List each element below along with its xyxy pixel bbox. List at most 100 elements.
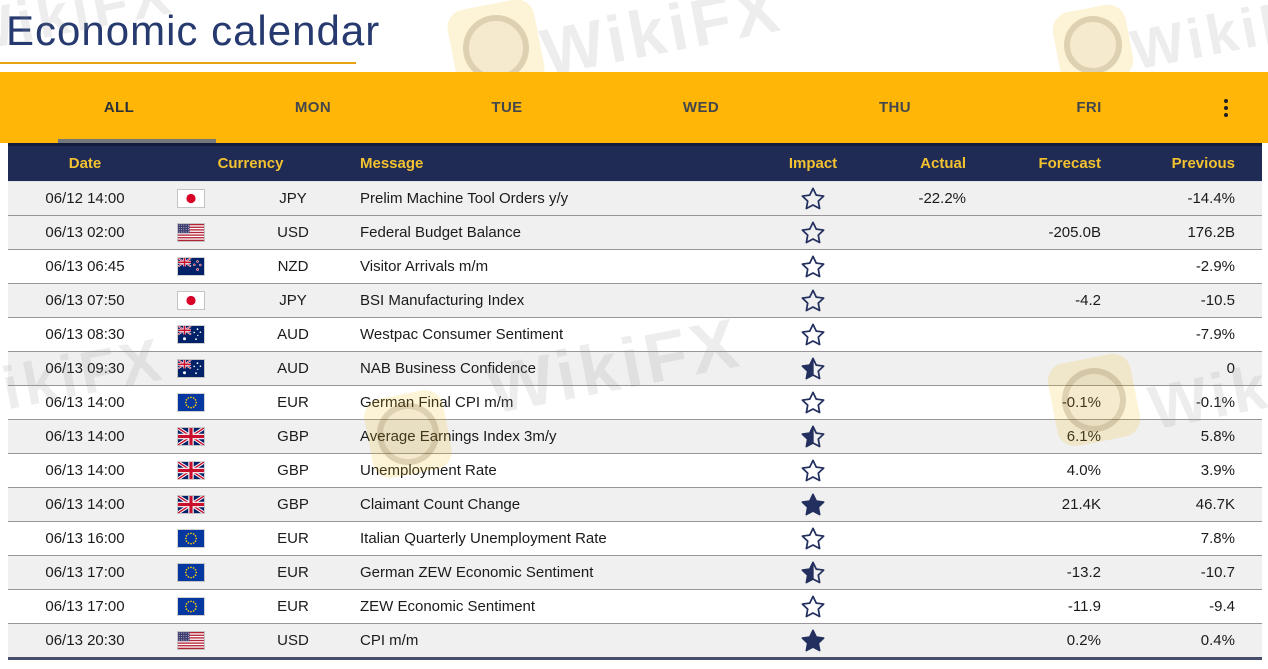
event-message: Visitor Arrivals m/m [360,258,489,275]
forecast-value: 6.1% [1066,428,1101,445]
active-tab-underline [58,139,216,143]
table-row[interactable]: 06/13 14:00 GBP Average Earnings Index 3… [8,419,1262,453]
impact-star-icon-low [748,526,878,552]
event-date: 06/13 16:00 [45,530,125,547]
table-row[interactable]: 06/13 06:45 NZD Visitor Arrivals m/m -2.… [8,249,1262,283]
header-currency: Currency [217,155,284,172]
previous-value: 176.2B [1187,224,1235,241]
previous-value: -14.4% [1187,190,1235,207]
table-row[interactable]: 06/12 14:00 JPY Prelim Machine Tool Orde… [8,181,1262,215]
table-header-row: Date Currency Message Impact Actual Fore… [8,143,1262,181]
nz-flag-icon [148,257,233,276]
forecast-value: -0.1% [1061,394,1101,411]
table-row[interactable]: 06/13 07:50 JPY BSI Manufacturing Index … [8,283,1262,317]
event-message: BSI Manufacturing Index [360,292,525,309]
impact-star-icon-low [748,322,878,348]
forecast-value: 4.0% [1066,462,1101,479]
previous-value: 0.4% [1200,632,1235,649]
forecast-value: -205.0B [1048,224,1101,241]
eu-flag-icon [148,393,233,412]
impact-star-icon-low [748,288,878,314]
table-row[interactable]: 06/13 02:00 USD Federal Budget Balance -… [8,215,1262,249]
event-message: Italian Quarterly Unemployment Rate [360,530,607,547]
header-date: Date [68,155,102,172]
impact-star-icon-low [748,594,878,620]
event-date: 06/13 20:30 [45,632,125,649]
forecast-value: 0.2% [1066,632,1101,649]
impact-star-icon-medium [748,424,878,450]
currency-code: JPY [279,292,307,309]
tab-all[interactable]: ALL [103,99,135,116]
forecast-value: 21.4K [1061,496,1101,513]
event-date: 06/13 14:00 [45,394,125,411]
header-previous: Previous [1171,155,1235,172]
event-date: 06/13 14:00 [45,462,125,479]
table-body: 06/12 14:00 JPY Prelim Machine Tool Orde… [8,181,1262,660]
forecast-value: -11.9 [1067,598,1101,615]
kebab-menu-icon[interactable] [1220,95,1232,121]
currency-code: EUR [277,598,309,615]
tab-thu[interactable]: THU [878,99,912,116]
table-row[interactable]: 06/13 14:00 GBP Claimant Count Change 21… [8,487,1262,521]
event-message: German ZEW Economic Sentiment [360,564,594,581]
actual-value: -22.2% [918,190,966,207]
impact-star-icon-high [748,628,878,654]
impact-star-icon-high [748,492,878,518]
event-date: 06/13 02:00 [45,224,125,241]
us-flag-icon [148,223,233,242]
us-flag-icon [148,631,233,650]
titlebar: Economic calendar [0,0,1268,72]
table-row[interactable]: 06/13 09:30 AUD NAB Business Confidence … [8,351,1262,385]
currency-code: USD [277,632,309,649]
event-date: 06/13 08:30 [45,326,125,343]
header-impact: Impact [788,155,838,172]
jp-flag-icon [148,291,233,310]
event-message: Unemployment Rate [360,462,497,479]
event-message: CPI m/m [360,632,419,649]
previous-value: -2.9% [1195,258,1235,275]
previous-value: 0 [1226,360,1235,377]
event-message: Federal Budget Balance [360,224,521,241]
title-underline [0,62,356,64]
currency-code: USD [277,224,309,241]
table-row[interactable]: 06/13 17:00 EUR ZEW Economic Sentiment -… [8,589,1262,623]
event-message: NAB Business Confidence [360,360,536,377]
table-row[interactable]: 06/13 16:00 EUR Italian Quarterly Unempl… [8,521,1262,555]
table-row[interactable]: 06/13 17:00 EUR German ZEW Economic Sent… [8,555,1262,589]
tab-wed[interactable]: WED [682,99,720,116]
impact-star-icon-low [748,458,878,484]
event-message: Prelim Machine Tool Orders y/y [360,190,569,207]
table-row[interactable]: 06/13 14:00 GBP Unemployment Rate 4.0% 3… [8,453,1262,487]
event-date: 06/13 17:00 [45,564,125,581]
impact-star-icon-medium [748,356,878,382]
event-date: 06/13 17:00 [45,598,125,615]
gb-flag-icon [148,495,233,514]
currency-code: GBP [277,496,309,513]
event-date: 06/12 14:00 [45,190,125,207]
impact-star-icon-low [748,390,878,416]
tab-fri[interactable]: FRI [1076,99,1102,116]
currency-code: NZD [277,258,309,275]
forecast-value: -13.2 [1066,564,1101,581]
impact-star-icon-medium [748,560,878,586]
page-title: Economic calendar [6,7,381,54]
tab-mon[interactable]: MON [294,99,332,116]
au-flag-icon [148,325,233,344]
eu-flag-icon [148,529,233,548]
tab-tue[interactable]: TUE [491,99,523,116]
previous-value: -9.4 [1209,598,1235,615]
header-forecast: Forecast [1038,155,1101,172]
jp-flag-icon [148,189,233,208]
impact-star-icon-low [748,220,878,246]
forecast-value: -4.2 [1075,292,1101,309]
economic-calendar-table: Date Currency Message Impact Actual Fore… [8,143,1262,660]
event-message: Average Earnings Index 3m/y [360,428,557,445]
table-row[interactable]: 06/13 08:30 AUD Westpac Consumer Sentime… [8,317,1262,351]
header-actual: Actual [920,155,966,172]
table-row[interactable]: 06/13 14:00 EUR German Final CPI m/m -0.… [8,385,1262,419]
currency-code: GBP [277,462,309,479]
previous-value: -0.1% [1195,394,1235,411]
event-message: German Final CPI m/m [360,394,514,411]
event-message: ZEW Economic Sentiment [360,598,536,615]
table-row[interactable]: 06/13 20:30 USD CPI m/m 0.2% 0.4% [8,623,1262,657]
